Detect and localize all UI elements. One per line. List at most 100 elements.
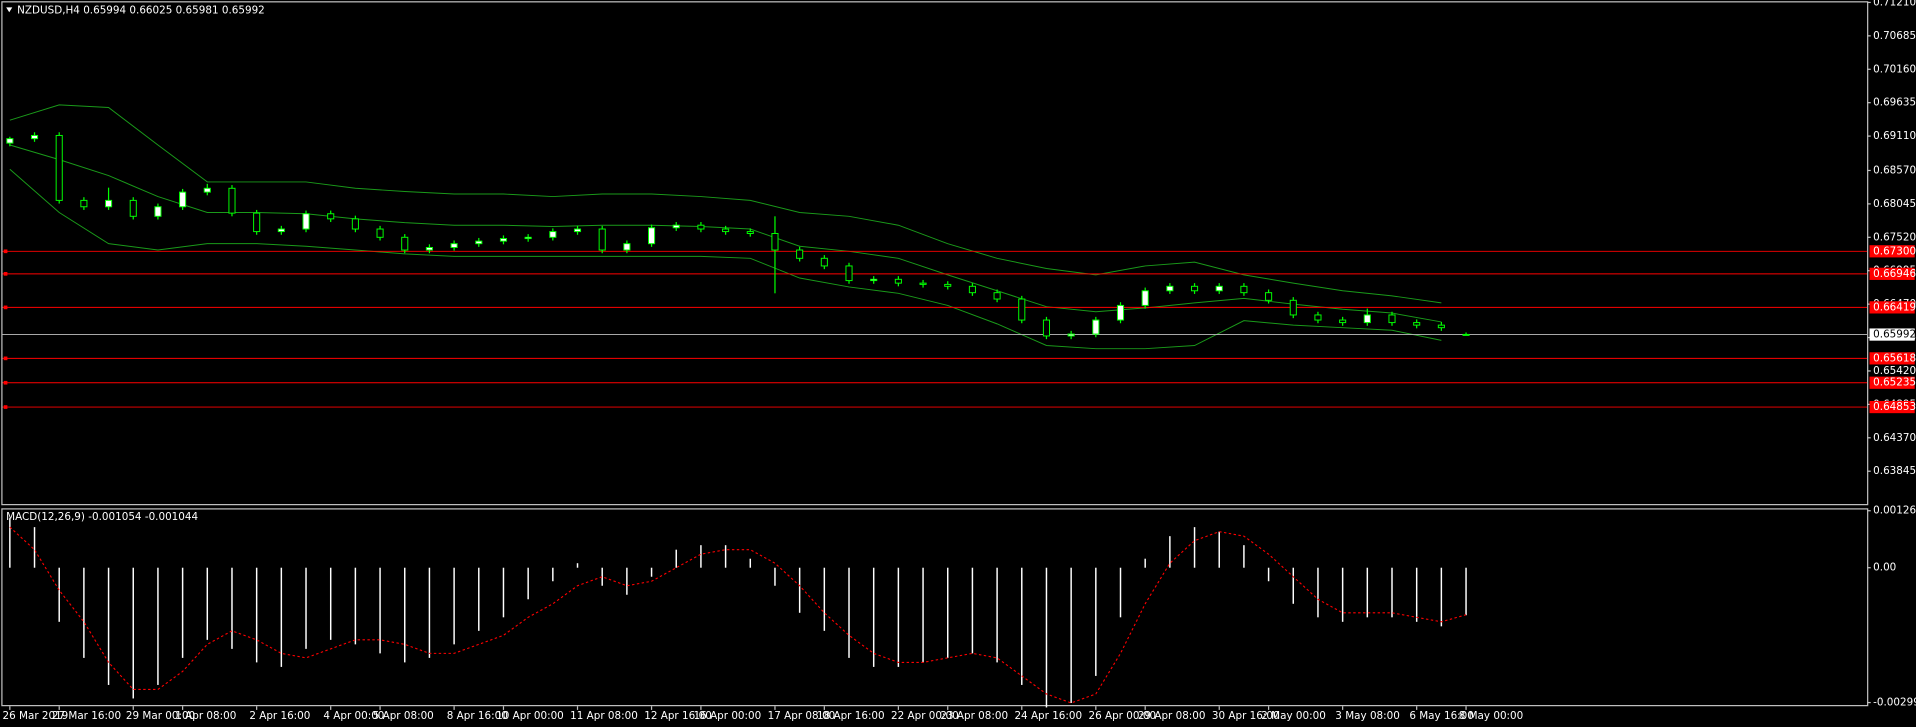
candle-body [30,134,39,140]
x-tick-label: 27 Mar 16:00 [52,710,121,722]
macd-bar [552,567,554,582]
candle-body [1289,299,1297,316]
macd-bar [1415,567,1418,622]
candle-body [820,257,828,267]
macd-bar [922,567,924,663]
macd-bar [181,567,184,658]
bollinger-band [9,168,1442,350]
level-box [1869,267,1915,280]
x-tick-label: 23 Apr 08:00 [940,710,1008,722]
level-box [1869,400,1915,414]
x-tick-label: 10 Apr 00:00 [496,710,564,722]
y-tick-label: 0.69635 [1873,97,1916,109]
macd-bar [255,567,258,663]
candle-body [327,213,335,220]
candle-body [1116,304,1125,321]
macd-bar [947,567,949,658]
macd-bar [848,567,850,658]
candle-body [796,249,804,259]
candle-body [894,278,902,284]
candle-body [1462,333,1470,336]
candle-body [1092,319,1100,335]
candle-body [1388,314,1396,324]
macd-bar [749,558,752,568]
x-tick-label: 1 Apr 08:00 [175,710,236,722]
macd-bar [897,567,900,667]
macd-bar [206,567,209,640]
candle-body [697,224,705,230]
candle-body [302,213,310,230]
macd-bar [453,567,455,645]
close: 0.65992 [222,4,265,16]
y-tick-label: 0.71210 [1873,0,1916,8]
x-tick-label: 12 Apr 16:00 [644,710,712,722]
macd-bar [107,567,110,685]
candle-body [1018,298,1026,321]
macd-bar [1169,536,1171,568]
macd-bar [354,567,357,645]
macd-bar [1045,567,1048,708]
candle-body [1166,285,1174,292]
price-box [1869,328,1915,341]
candle-body [253,212,261,233]
macd-bar [231,567,233,649]
macd-bar [379,567,381,654]
macd-bar [1366,567,1369,618]
candle-body [1265,292,1273,301]
y-tick-label: 0.00 [1873,562,1896,574]
candle-body [1191,285,1199,292]
level-handle [3,380,8,385]
level-box [1869,352,1915,365]
candle-body [1042,319,1051,337]
level-handle [3,272,8,276]
macd-bar [971,567,974,654]
candle-body [1413,322,1421,326]
y-tick-label: 0.63845 [1873,465,1916,477]
candle-body [401,236,409,251]
x-tick-label: 24 Apr 16:00 [1014,710,1082,722]
macd-bar [1119,567,1122,618]
x-tick-label: 8 Apr 16:00 [447,710,508,722]
candle-body [1314,314,1322,321]
macd-bar [280,567,283,667]
macd-bar [305,567,307,649]
low: 0.65981 [176,4,219,16]
macd-bar [1021,567,1023,685]
candle-body [1363,314,1371,324]
macd-bar [9,518,11,568]
macd-title: MACD(12,26,9) [6,511,85,523]
macd-bar [527,567,529,600]
candle-body [105,199,113,208]
macd-bar [798,567,801,613]
macd-bar [872,567,875,667]
price-panel-border [1,1,1869,506]
macd-bar [996,567,998,663]
x-tick-label: 4 Apr 00:00 [323,710,384,722]
macd-bar [404,567,406,663]
macd-bar [1267,567,1270,582]
candle-body [746,231,754,234]
y-tick-label: 0.68570 [1873,164,1916,176]
candle-body [1215,285,1223,292]
candle-body [376,228,384,238]
x-tick-label: 29 Apr 08:00 [1138,710,1206,722]
macd-bar [650,567,653,577]
x-tick-label: 30 Apr 16:00 [1212,710,1280,722]
macd-bar [823,567,826,631]
macd-bar [1292,567,1295,604]
dropdown-icon[interactable] [6,7,13,13]
candle-body [55,134,63,201]
candle-body [450,243,458,248]
candle-body [6,138,14,144]
candle-body [573,228,582,233]
macd-bar [1465,567,1467,616]
y-tick-label: 0.69110 [1873,130,1916,142]
y-tick-label: 0.001264 [1873,505,1916,517]
level-box [1869,245,1915,258]
level-handle [3,249,8,254]
level-box [1869,376,1915,389]
symbol: NZDUSD,H4 [17,4,80,16]
level-label: 0.65618 [1873,352,1916,364]
